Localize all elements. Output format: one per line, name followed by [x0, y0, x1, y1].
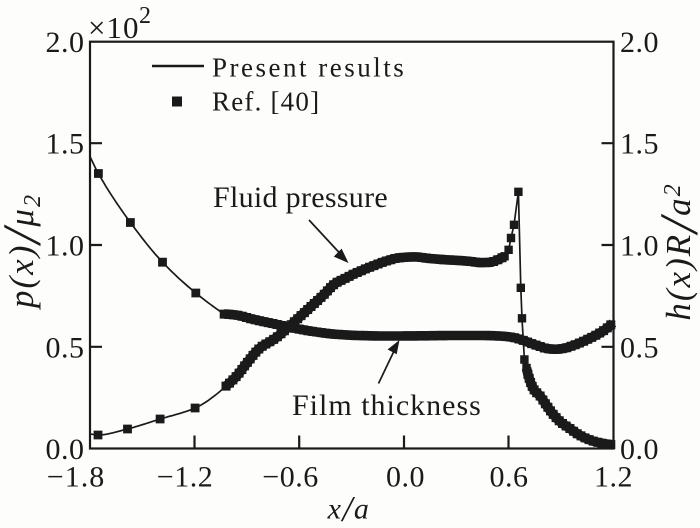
svg-text:−0.6: −0.6	[262, 461, 318, 494]
svg-text:0.0: 0.0	[620, 433, 659, 466]
svg-text:x/a: x/a	[327, 489, 371, 528]
svg-text:0.0: 0.0	[46, 433, 85, 466]
svg-text:Film thickness: Film thickness	[292, 389, 482, 422]
svg-text:1.0: 1.0	[46, 230, 85, 263]
svg-text:Fluid pressure: Fluid pressure	[213, 181, 388, 214]
svg-text:1.2: 1.2	[594, 461, 633, 494]
svg-text:0.6: 0.6	[490, 461, 529, 494]
svg-text:2: 2	[139, 3, 151, 29]
svg-text:2.0: 2.0	[620, 26, 659, 59]
svg-text:1.0: 1.0	[620, 230, 659, 263]
svg-text:0.5: 0.5	[46, 331, 85, 364]
svg-text:×10: ×10	[88, 10, 139, 45]
svg-text:Ref. [40]: Ref. [40]	[212, 87, 320, 117]
svg-text:1.5: 1.5	[46, 128, 85, 161]
svg-text:−1.8: −1.8	[47, 461, 105, 494]
svg-text:2.0: 2.0	[46, 26, 85, 59]
svg-text:0.5: 0.5	[620, 331, 659, 364]
svg-text:0.0: 0.0	[386, 461, 425, 494]
svg-text:Present results: Present results	[212, 53, 406, 83]
svg-text:1.5: 1.5	[620, 128, 659, 161]
svg-text:−1.2: −1.2	[157, 461, 213, 494]
